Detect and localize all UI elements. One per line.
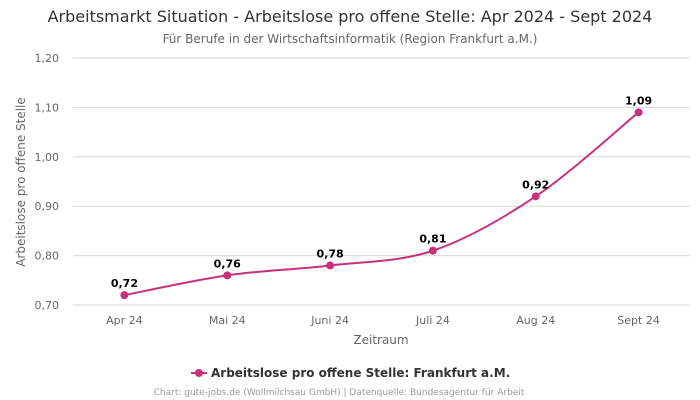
series-line <box>124 111 640 297</box>
data-label: 0,72 <box>111 277 138 290</box>
y-tick-label: 1,10 <box>35 101 60 114</box>
x-axis-ticks: Apr 24 Mai 24 Juni 24 Juli 24 Aug 24 Sept 24 <box>106 314 660 327</box>
data-label: 0,78 <box>317 247 344 260</box>
y-tick-label: 0,70 <box>35 299 60 312</box>
data-point[interactable] <box>428 246 437 255</box>
credits: Chart: gute-jobs.de (Wollmilchsau GmbH) … <box>154 388 525 398</box>
chart-subtitle: Für Berufe in der Wirtschaftsinformatik … <box>163 32 538 46</box>
y-axis-ticks: 0,70 0,80 0,90 1,00 1,10 1,20 <box>35 52 60 312</box>
data-point[interactable] <box>531 192 540 201</box>
x-tick-label: Mai 24 <box>209 314 246 327</box>
data-point[interactable] <box>120 291 129 300</box>
legend-label: Arbeitslose pro offene Stelle: Frankfurt… <box>211 366 510 380</box>
legend-marker-icon <box>195 369 203 377</box>
data-label: 0,76 <box>214 257 241 270</box>
data-point[interactable] <box>326 261 335 270</box>
data-label: 0,92 <box>522 178 549 191</box>
x-tick-label: Juni 24 <box>310 314 349 327</box>
x-tick-label: Sept 24 <box>617 314 660 327</box>
x-axis-title: Zeitraum <box>353 333 408 347</box>
series-group: 0,72 0,76 0,78 0,81 0,92 1,09 <box>111 94 652 300</box>
y-axis-title: Arbeitslose pro offene Stelle <box>14 97 28 267</box>
data-point[interactable] <box>223 271 232 280</box>
gridlines <box>73 57 690 306</box>
y-tick-label: 1,00 <box>35 151 60 164</box>
data-point[interactable] <box>634 108 643 117</box>
x-tick-label: Apr 24 <box>106 314 143 327</box>
data-label: 1,09 <box>625 94 652 107</box>
y-tick-label: 0,90 <box>35 200 60 213</box>
x-tick-label: Juli 24 <box>415 314 450 327</box>
y-tick-label: 0,80 <box>35 250 60 263</box>
x-tick-label: Aug 24 <box>516 314 555 327</box>
legend[interactable]: Arbeitslose pro offene Stelle: Frankfurt… <box>191 366 510 380</box>
data-label: 0,81 <box>419 233 446 246</box>
y-tick-label: 1,20 <box>35 52 60 65</box>
chart-title: Arbeitsmarkt Situation - Arbeitslose pro… <box>48 7 653 26</box>
